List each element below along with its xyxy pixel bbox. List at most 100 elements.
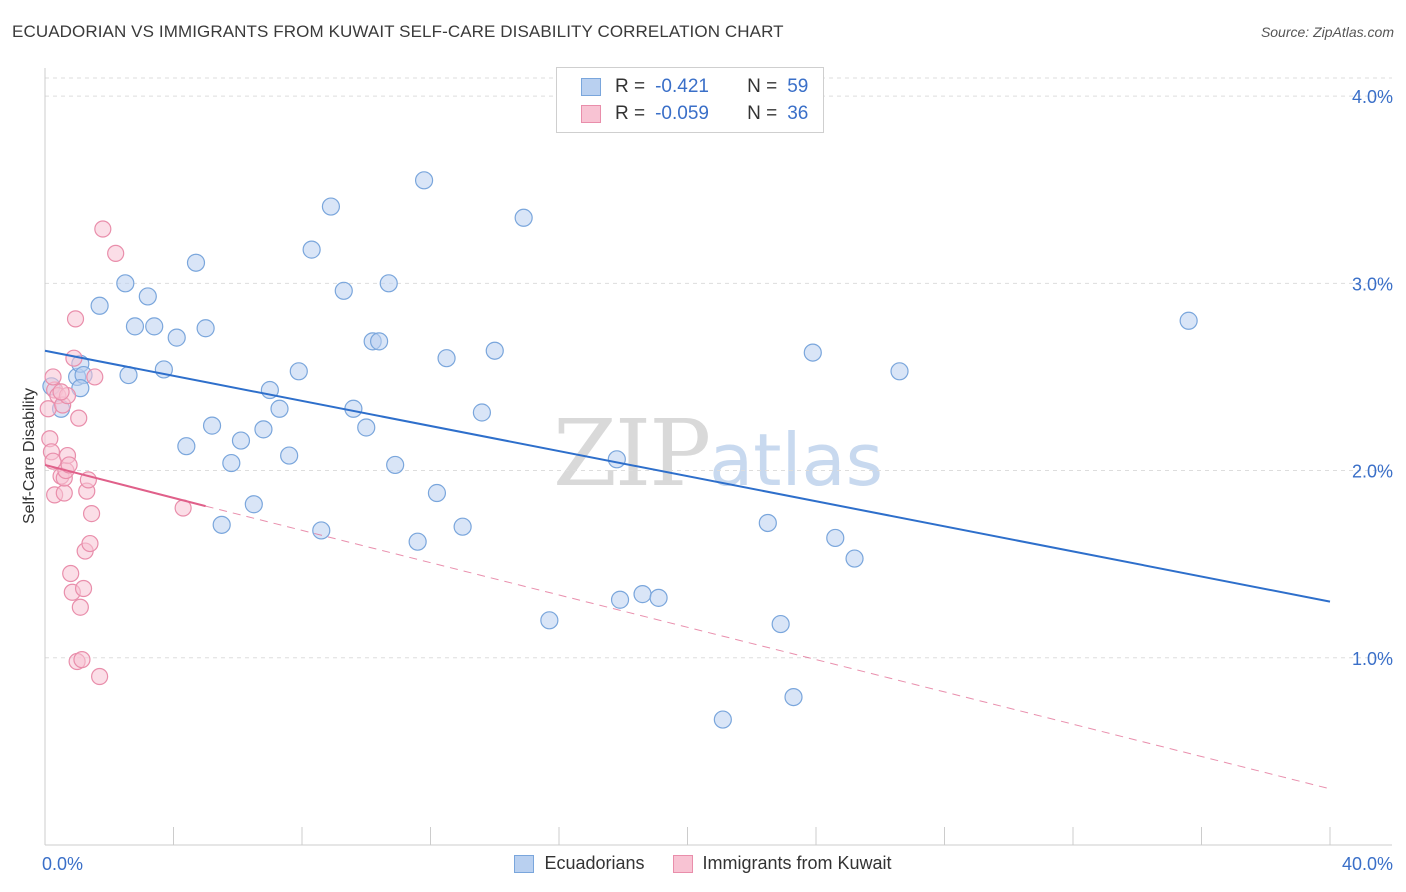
n-value: 59	[787, 76, 809, 97]
ecuadorian-point	[485, 341, 504, 360]
kuwait-point	[71, 598, 89, 616]
ecuadorian-point	[244, 495, 263, 514]
kuwait-point	[86, 368, 104, 386]
pink-swatch-icon	[581, 105, 601, 123]
ecuadorian-point	[845, 549, 864, 568]
kuwait-point	[60, 456, 78, 474]
series-legend: Ecuadorians Immigrants from Kuwait	[0, 853, 1406, 874]
ecuadorian-point	[302, 240, 321, 259]
blue-swatch-icon	[514, 854, 535, 873]
ecuadorian-point	[186, 253, 206, 272]
ecuadorian-point	[167, 328, 186, 347]
y-tick-label: 3.0%	[1352, 274, 1393, 294]
ecuadorian-point	[145, 317, 164, 336]
ecuadorian-point	[312, 521, 331, 540]
ecuadorian-point	[202, 416, 222, 435]
x-tick-label: 0.0%	[42, 854, 83, 874]
n-label: N =	[747, 76, 778, 97]
ecuadorian-point	[116, 274, 135, 293]
r-value: -0.421	[655, 76, 709, 97]
r-value: -0.059	[655, 103, 709, 124]
legend-label: Ecuadorians	[544, 853, 645, 873]
ecuadorian-point	[254, 420, 273, 439]
ecuadorian-point	[289, 362, 308, 381]
legend-label: Immigrants from Kuwait	[702, 853, 892, 873]
ecuadorian-point	[713, 710, 732, 729]
kuwait-point	[82, 505, 101, 523]
ecuadorian-point	[514, 208, 533, 227]
y-tick-label: 2.0%	[1352, 462, 1393, 482]
blue-swatch-icon	[581, 78, 601, 96]
ecuadorian-point	[334, 281, 353, 300]
y-tick-label: 1.0%	[1352, 649, 1393, 669]
ecuadorian-point	[771, 614, 790, 634]
stats-legend-row-kuwait: R = -0.059 N = 36	[581, 101, 808, 127]
ecuadorian-point	[826, 528, 845, 548]
chart-title: ECUADORIAN VS IMMIGRANTS FROM KUWAIT SEL…	[12, 22, 784, 41]
ecuadorian-trendline	[44, 349, 1331, 603]
y-tick-label: 4.0%	[1352, 87, 1393, 107]
stats-legend: R = -0.421 N = 59 R = -0.059 N = 36	[556, 67, 824, 133]
kuwait-point	[107, 244, 125, 262]
ecuadorian-point	[408, 532, 427, 551]
ecuadorian-point	[71, 379, 90, 398]
kuwait-point	[81, 534, 99, 553]
n-label: N =	[747, 103, 778, 124]
ecuadorian-point	[196, 319, 215, 338]
ecuadorian-point	[414, 171, 434, 190]
ecuadorian-point	[231, 431, 251, 450]
ecuadorian-point	[633, 585, 652, 604]
pink-swatch-icon	[672, 854, 693, 873]
ecuadorian-point	[607, 450, 626, 469]
ecuadorian-point	[437, 349, 456, 368]
kuwait-point	[62, 564, 80, 583]
kuwait-point	[44, 368, 62, 386]
ecuadorian-point	[370, 332, 389, 351]
ecuadorian-point	[125, 317, 145, 336]
ecuadorian-point	[386, 455, 405, 475]
x-tick-label: 40.0%	[1342, 854, 1393, 874]
ecuadorian-point	[90, 296, 109, 315]
kuwait-point	[52, 383, 70, 401]
watermark-atlas: atlas	[709, 418, 884, 502]
kuwait-point	[73, 651, 91, 669]
kuwait-point	[66, 310, 85, 328]
watermark-zip: ZIP	[553, 400, 711, 507]
kuwait-trendline-extension	[205, 505, 1331, 790]
kuwait-point	[91, 667, 109, 686]
ecuadorian-point	[784, 687, 803, 707]
ecuadorian-point	[610, 590, 630, 609]
ecuadorian-point	[472, 403, 491, 422]
y-axis-label: Self-Care Disability	[21, 388, 38, 524]
ecuadorian-point	[280, 446, 299, 465]
ecuadorian-point	[890, 362, 909, 381]
ecuadorian-point	[222, 453, 241, 473]
ecuadorian-point	[540, 611, 559, 630]
legend-item-ecuadorians: Ecuadorians	[514, 853, 645, 874]
ecuadorian-point	[321, 197, 341, 216]
r-label: R =	[615, 76, 646, 97]
kuwait-point	[70, 409, 88, 427]
ecuadorian-point	[453, 517, 472, 536]
watermark: ZIPatlas	[553, 400, 883, 507]
source-credit: Source: ZipAtlas.com	[1260, 24, 1394, 40]
ecuadorian-point	[758, 513, 777, 533]
n-value: 36	[787, 103, 809, 124]
ecuadorian-point	[357, 418, 376, 437]
kuwait-trendline	[44, 463, 206, 508]
ecuadorian-point	[138, 287, 157, 306]
ecuadorian-point	[270, 399, 289, 418]
ecuadorian-point	[177, 437, 196, 456]
ecuadorian-point	[212, 515, 231, 534]
ecuadorian-point	[803, 343, 822, 362]
ecuadorian-point	[649, 588, 668, 607]
kuwait-point	[94, 220, 112, 238]
stats-legend-row-ecuadorians: R = -0.421 N = 59	[581, 74, 808, 100]
legend-item-kuwait: Immigrants from Kuwait	[672, 853, 892, 874]
ecuadorian-point	[1179, 311, 1198, 330]
kuwait-point	[74, 579, 93, 598]
ecuadorian-point	[427, 483, 447, 503]
ecuadorian-point	[379, 274, 398, 293]
r-label: R =	[615, 103, 646, 124]
